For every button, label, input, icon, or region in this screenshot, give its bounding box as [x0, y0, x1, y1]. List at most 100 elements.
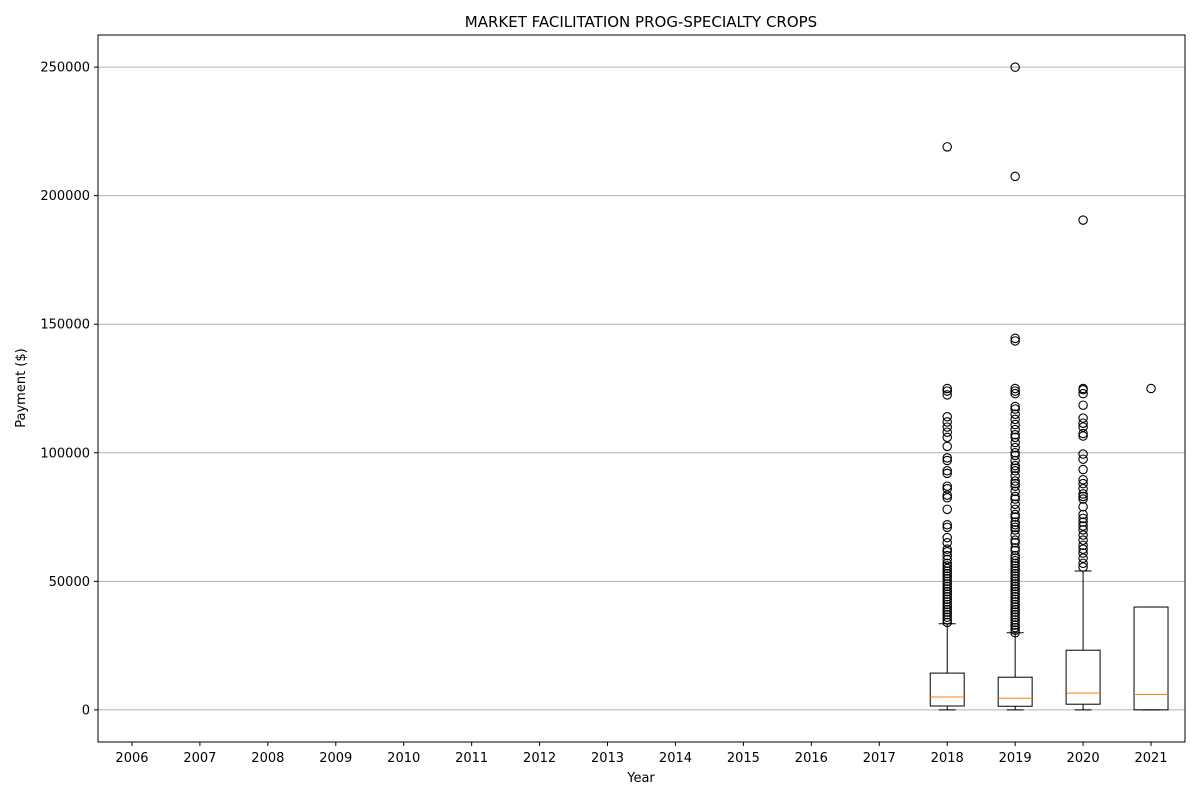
- outlier-point: [1078, 502, 1088, 512]
- outlier-point: [942, 550, 952, 561]
- outlier-point: [1010, 627, 1020, 638]
- outlier-point: [1010, 336, 1020, 346]
- outlier-point: [942, 615, 952, 625]
- outlier-point: [942, 455, 952, 466]
- outlier-point: [1078, 449, 1088, 459]
- x-tick-label: 2017: [863, 751, 896, 766]
- outlier-point: [942, 544, 952, 554]
- outlier-point: [1010, 594, 1020, 605]
- y-tick-label: 0: [82, 703, 90, 718]
- outlier-point: [1010, 602, 1020, 612]
- boxes: [929, 62, 1169, 711]
- box-2018: [929, 142, 965, 711]
- outlier-point: [1010, 584, 1020, 594]
- outlier-point: [1010, 612, 1020, 623]
- outlier-point: [942, 584, 952, 594]
- x-tick-label: 2015: [727, 751, 760, 766]
- x-tick-label: 2012: [523, 751, 556, 766]
- outlier-point: [942, 586, 952, 597]
- outlier-point: [1010, 442, 1020, 453]
- chart-title: MARKET FACILITATION PROG-SPECIALTY CROPS: [465, 13, 817, 31]
- outlier-point: [942, 532, 952, 543]
- outlier-point: [1010, 568, 1020, 579]
- outlier-point: [1010, 401, 1020, 412]
- outlier-point: [1010, 491, 1020, 502]
- outlier-point: [942, 607, 952, 617]
- outlier-point: [942, 594, 952, 605]
- outlier-point: [1010, 455, 1020, 466]
- outlier-point: [942, 538, 952, 548]
- outlier-point: [1010, 386, 1020, 396]
- y-tick-label: 150000: [40, 318, 90, 333]
- outlier-point: [942, 566, 952, 576]
- outlier-point: [1078, 491, 1088, 502]
- outlier-point: [1010, 517, 1020, 527]
- outlier-point: [1010, 545, 1020, 556]
- outlier-point: [942, 142, 952, 152]
- y-tick-label: 100000: [40, 446, 90, 461]
- outlier-point: [1078, 464, 1088, 475]
- outlier-point: [1078, 454, 1088, 464]
- plot-area-frame: [97, 34, 1186, 743]
- x-axis-title: Year: [626, 771, 655, 786]
- outlier-point: [942, 563, 952, 574]
- outlier-point: [942, 571, 952, 581]
- outlier-point: [942, 589, 952, 599]
- outlier-point: [1010, 62, 1020, 72]
- outlier-point: [1010, 561, 1020, 571]
- outlier-point: [1010, 432, 1020, 443]
- outlier-point: [1010, 620, 1020, 630]
- outlier-point: [1010, 553, 1020, 563]
- outlier-point: [1078, 525, 1088, 535]
- outlier-point: [1010, 499, 1020, 509]
- outlier-point: [1078, 494, 1088, 504]
- outlier-point: [1010, 522, 1020, 533]
- outlier-point: [1010, 589, 1020, 599]
- outlier-point: [942, 490, 952, 500]
- outlier-point: [1078, 521, 1088, 531]
- outlier-point: [1010, 171, 1020, 182]
- outlier-point: [1010, 466, 1020, 476]
- outlier-point: [1078, 422, 1088, 432]
- box-iqr: [929, 672, 965, 707]
- outlier-point: [1078, 428, 1088, 439]
- outlier-point: [1078, 400, 1088, 410]
- outlier-point: [942, 591, 952, 602]
- outlier-point: [942, 617, 952, 628]
- outlier-point: [1010, 486, 1020, 497]
- outlier-point: [1010, 609, 1020, 620]
- outlier-point: [1078, 530, 1088, 540]
- y-tick-label: 50000: [49, 575, 90, 590]
- outlier-point: [942, 520, 952, 530]
- y-axis-title: Payment ($): [14, 348, 29, 427]
- outlier-point: [1010, 597, 1020, 607]
- outlier-point: [942, 453, 952, 463]
- outlier-point: [1078, 418, 1088, 428]
- x-tick-label: 2013: [591, 751, 624, 766]
- x-tick-label: 2008: [251, 751, 284, 766]
- outlier-point: [1078, 413, 1088, 423]
- outlier-point: [1010, 333, 1020, 344]
- x-tick-label: 2019: [999, 751, 1032, 766]
- x-axis-ticks: 2006 2007 2008 2009 2010 2011 2012 2013 2014 2015…: [115, 742, 1168, 766]
- y-tick-label: 250000: [40, 61, 90, 76]
- x-tick-label: 2006: [115, 751, 148, 766]
- outlier-point: [942, 547, 952, 557]
- outlier-point: [942, 390, 952, 400]
- outlier-point: [942, 481, 952, 491]
- outlier-point: [1010, 419, 1020, 430]
- y-tick-label: 200000: [40, 189, 90, 204]
- outlier-point: [1010, 414, 1020, 425]
- box-2021: [1133, 383, 1169, 711]
- box-iqr: [1065, 649, 1101, 705]
- outlier-point: [1010, 538, 1020, 548]
- x-tick-label: 2018: [931, 751, 964, 766]
- outlier-point: [942, 441, 952, 452]
- outlier-point: [1010, 430, 1020, 440]
- outlier-point: [1010, 591, 1020, 602]
- outlier-point: [1010, 556, 1020, 566]
- outlier-point: [1010, 625, 1020, 635]
- outlier-point: [942, 417, 952, 427]
- outlier-point: [1010, 383, 1020, 394]
- outlier-point: [942, 383, 952, 394]
